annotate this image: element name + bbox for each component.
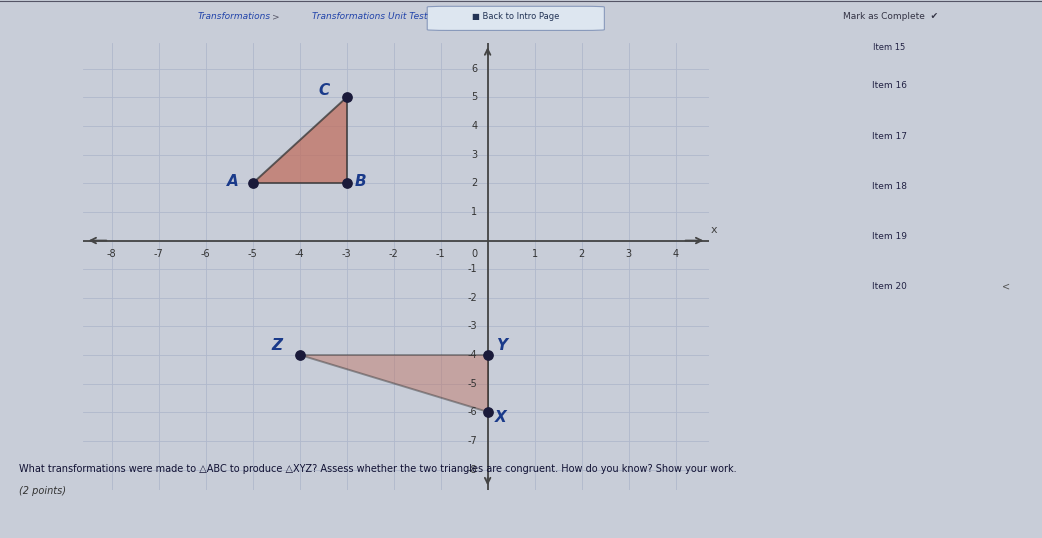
- Text: x: x: [711, 225, 718, 236]
- Text: 1: 1: [471, 207, 477, 217]
- Text: A: A: [227, 174, 239, 189]
- Text: -5: -5: [248, 249, 257, 259]
- Polygon shape: [252, 97, 347, 183]
- Text: -4: -4: [468, 350, 477, 360]
- Text: -7: -7: [154, 249, 164, 259]
- Text: B: B: [355, 174, 367, 189]
- FancyBboxPatch shape: [427, 6, 604, 31]
- Text: Y: Y: [496, 338, 507, 353]
- Text: ■ Back to Intro Page: ■ Back to Intro Page: [472, 12, 560, 22]
- Text: -8: -8: [468, 464, 477, 475]
- Polygon shape: [300, 355, 488, 412]
- Text: -1: -1: [436, 249, 445, 259]
- Text: -4: -4: [295, 249, 304, 259]
- Text: Mark as Complete  ✔: Mark as Complete ✔: [843, 12, 939, 22]
- Text: What transformations were made to △ABC to produce △XYZ? Assess whether the two t: What transformations were made to △ABC t…: [19, 464, 737, 474]
- Text: C: C: [319, 82, 329, 97]
- Text: 3: 3: [471, 150, 477, 160]
- Point: [339, 93, 355, 102]
- Text: Item 19: Item 19: [872, 232, 907, 240]
- Point: [479, 351, 496, 359]
- Text: 6: 6: [471, 64, 477, 74]
- Text: <: <: [1002, 281, 1010, 291]
- Text: 2: 2: [578, 249, 585, 259]
- Point: [244, 179, 260, 188]
- Text: -3: -3: [342, 249, 351, 259]
- Text: -1: -1: [468, 264, 477, 274]
- Text: 3: 3: [625, 249, 631, 259]
- Point: [479, 408, 496, 416]
- Text: (2 points): (2 points): [19, 486, 66, 496]
- Text: 1: 1: [531, 249, 538, 259]
- Text: -2: -2: [468, 293, 477, 303]
- Text: -5: -5: [468, 379, 477, 388]
- Text: Transformations Unit Test: Transformations Unit Test: [313, 12, 427, 22]
- Text: Item 17: Item 17: [872, 132, 907, 141]
- Text: 4: 4: [672, 249, 678, 259]
- Text: Item 20: Item 20: [872, 282, 907, 291]
- Text: -3: -3: [468, 321, 477, 331]
- Text: 4: 4: [471, 121, 477, 131]
- Text: -7: -7: [468, 436, 477, 446]
- Text: X: X: [495, 410, 506, 426]
- Text: Transformations: Transformations: [198, 12, 271, 22]
- Text: -6: -6: [201, 249, 210, 259]
- Text: Item 15: Item 15: [873, 43, 905, 52]
- Text: -2: -2: [389, 249, 398, 259]
- Text: 0: 0: [471, 249, 477, 259]
- Text: 5: 5: [471, 93, 477, 102]
- Text: -8: -8: [106, 249, 117, 259]
- Point: [292, 351, 308, 359]
- Text: >: >: [272, 12, 280, 22]
- Text: Item 16: Item 16: [872, 81, 907, 90]
- Point: [339, 179, 355, 188]
- Text: 2: 2: [471, 178, 477, 188]
- Text: Item 18: Item 18: [872, 182, 907, 190]
- Text: -6: -6: [468, 407, 477, 417]
- Text: Z: Z: [271, 338, 282, 353]
